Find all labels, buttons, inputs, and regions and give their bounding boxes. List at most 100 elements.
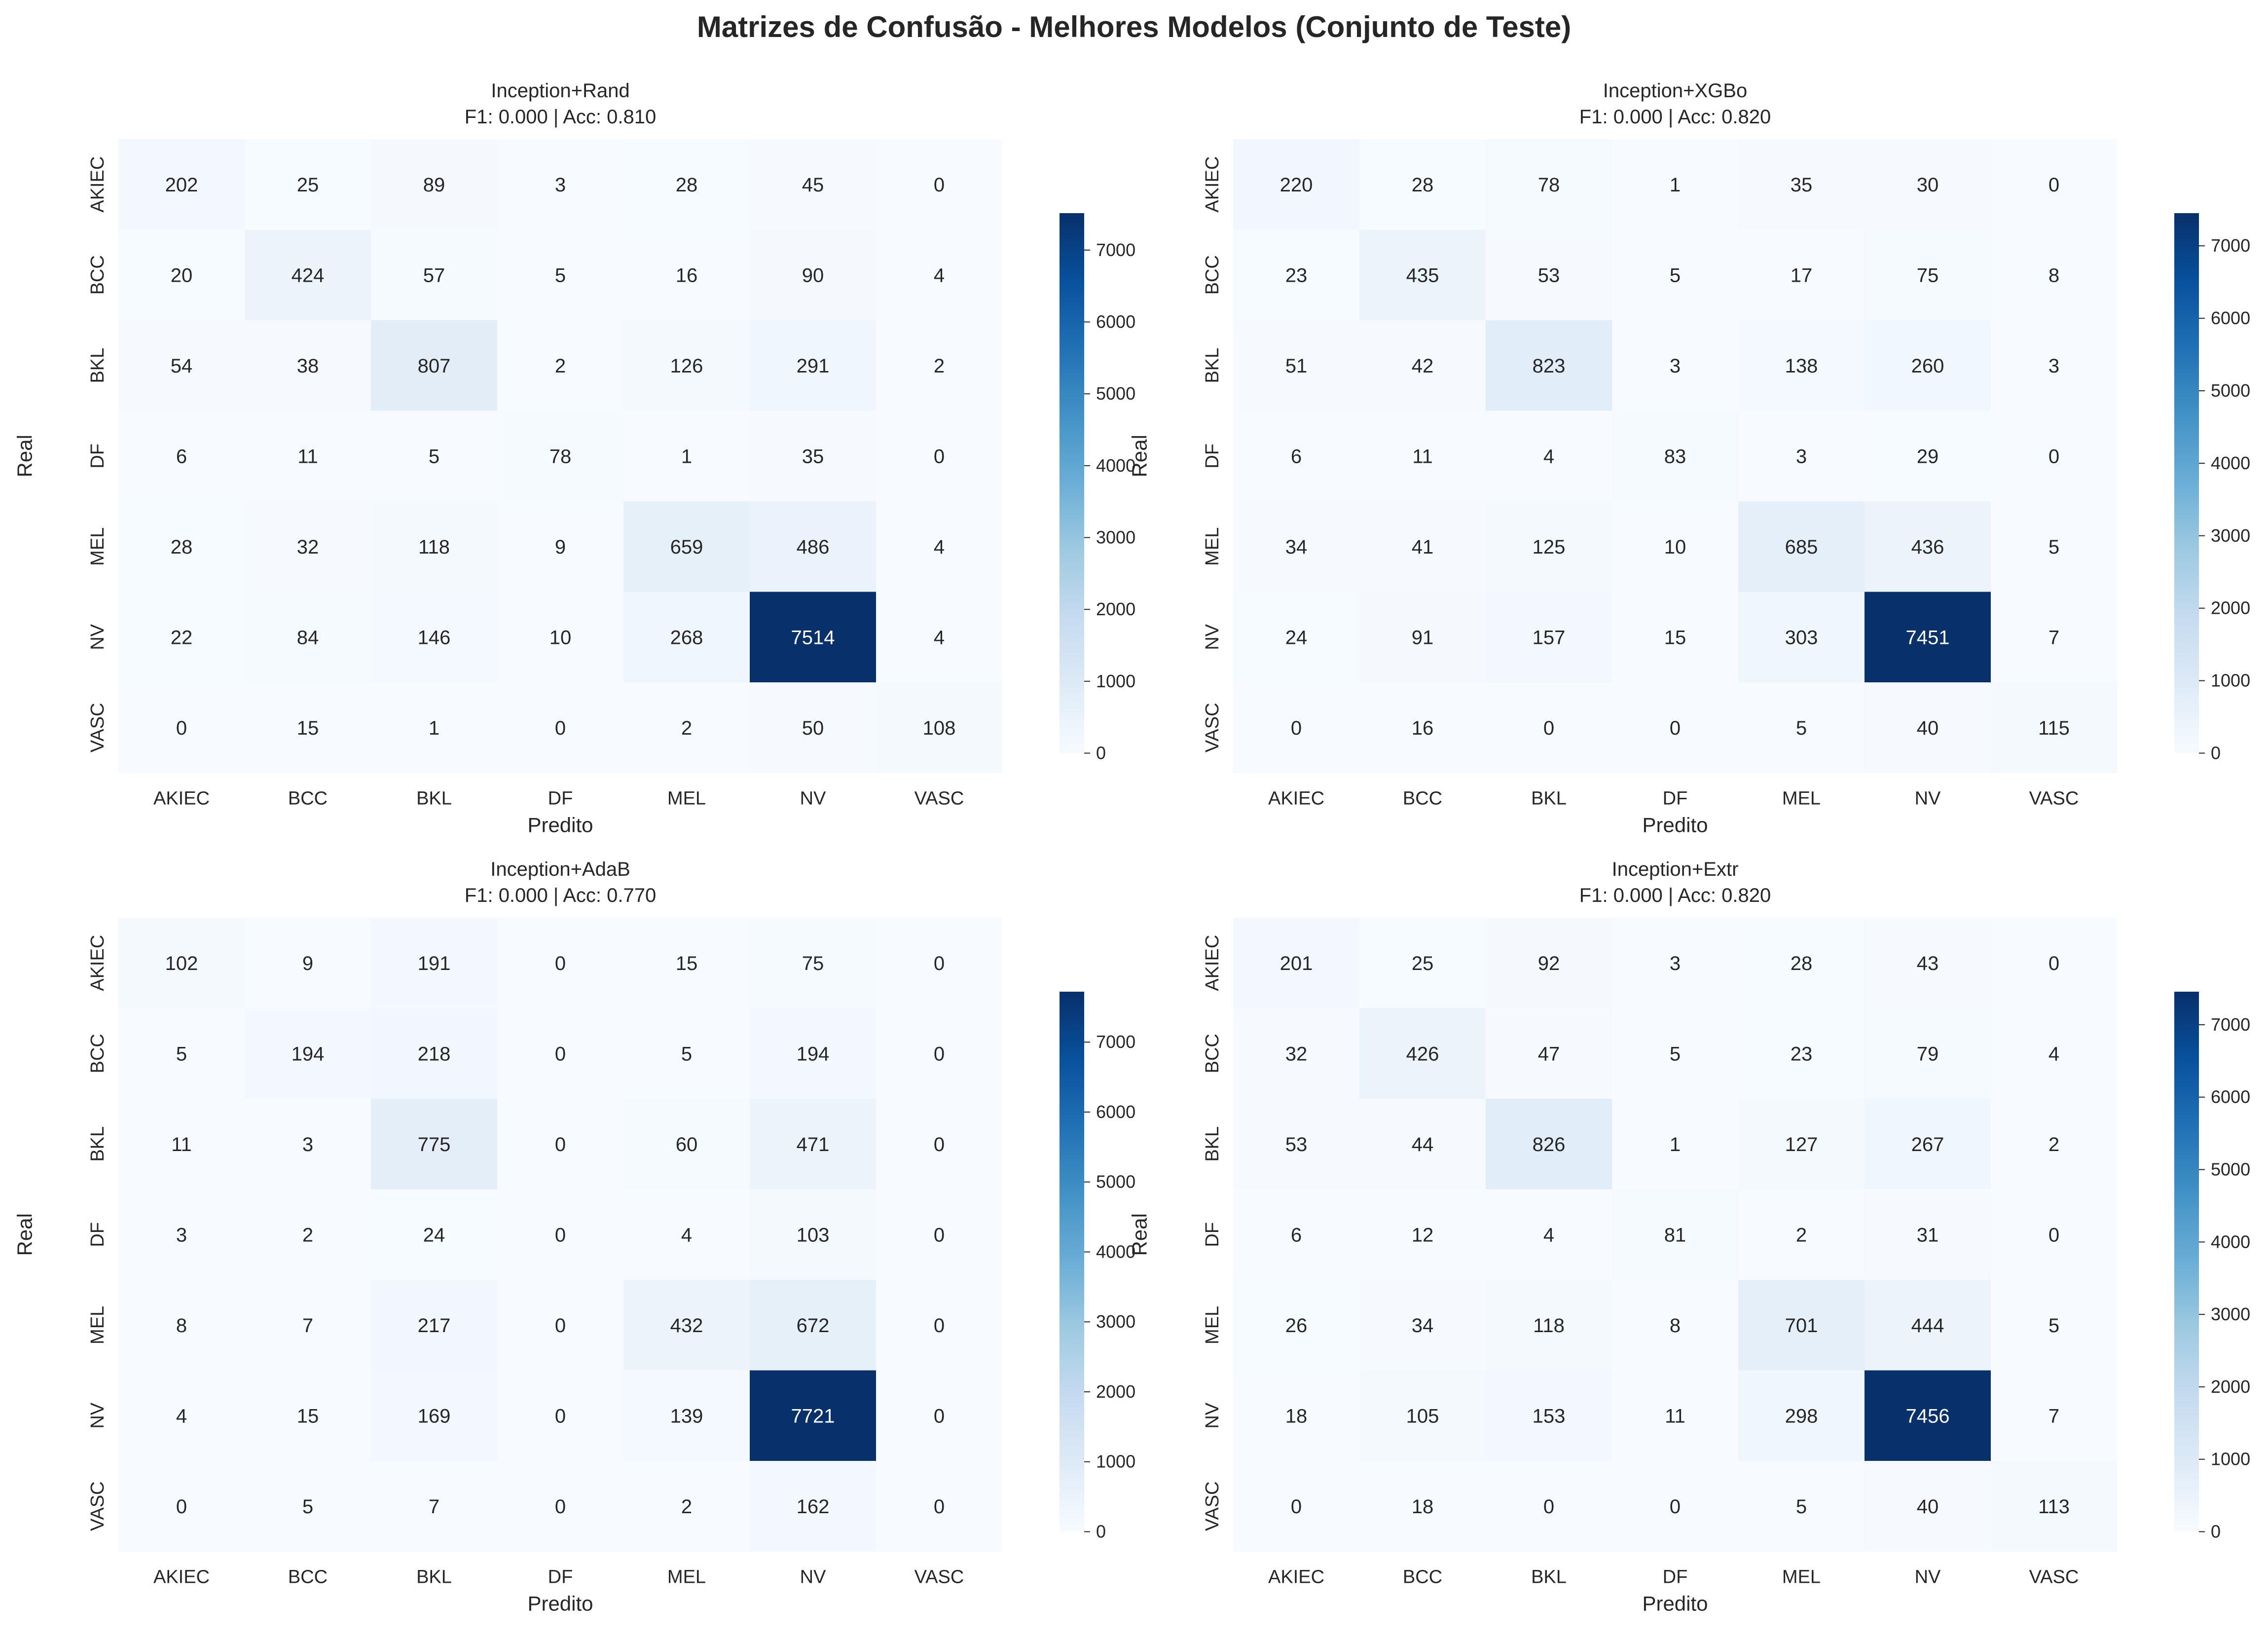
y-tick-label: NV — [1202, 1402, 1223, 1428]
cell-value-label: 11 — [1412, 446, 1433, 467]
heatmap-cell — [1991, 501, 2118, 592]
cell-value-label: 0 — [1543, 1496, 1554, 1518]
cell-value-label: 78 — [1538, 174, 1560, 196]
heatmap-cell — [1486, 501, 1612, 592]
cell-value-label: 7 — [429, 1496, 439, 1518]
cell-value-label: 0 — [934, 1043, 945, 1065]
x-tick-label: BKL — [416, 788, 452, 809]
y-axis-label: Real — [13, 435, 37, 477]
x-tick-label: DF — [548, 788, 573, 809]
heatmap-cell — [497, 410, 624, 502]
heatmap-panel: Inception+AdaB F1: 0.000 | Acc: 0.770 102 9… — [13, 858, 1136, 1615]
colorbar-tick-label: 6000 — [1096, 1102, 1135, 1122]
heatmap-cell — [497, 1280, 624, 1371]
cell-value-label: 2 — [681, 717, 692, 739]
heatmap-cell — [1991, 320, 2118, 411]
heatmap-cell — [1233, 682, 1360, 773]
cell-value-label: 113 — [2038, 1496, 2070, 1518]
heatmap-cell — [750, 1280, 877, 1371]
cell-value-label: 4 — [2049, 1043, 2059, 1065]
heatmap-cell — [245, 1370, 371, 1461]
heatmap-cell — [1359, 229, 1486, 321]
cell-value-label: 5 — [1670, 264, 1681, 286]
heatmap-cell — [750, 1461, 877, 1552]
heatmap-cell — [245, 1008, 371, 1099]
cell-value-label: 16 — [676, 264, 698, 286]
x-tick-label: BCC — [1403, 788, 1442, 809]
y-tick-label: NV — [87, 1402, 108, 1428]
cell-value-label: 32 — [297, 536, 319, 558]
heatmap-cell — [876, 592, 1003, 683]
heatmap-cell — [371, 918, 498, 1008]
heatmap-cell — [118, 501, 245, 592]
cell-value-label: 5 — [555, 264, 566, 286]
heatmap-cell — [623, 682, 750, 773]
colorbar-tick-label: 0 — [1096, 743, 1106, 763]
y-tick-label: MEL — [1202, 527, 1223, 566]
cell-value-label: 57 — [423, 264, 445, 286]
cell-value-label: 6 — [176, 446, 187, 467]
cell-value-label: 7721 — [791, 1405, 835, 1427]
y-tick-label: BKL — [87, 1126, 108, 1162]
cell-value-label: 138 — [1785, 355, 1818, 377]
heatmap-cell — [1738, 592, 1865, 683]
cell-value-label: 40 — [1917, 717, 1939, 739]
cell-value-label: 3 — [1670, 953, 1681, 974]
heatmap-cell — [750, 139, 877, 230]
cell-value-label: 0 — [934, 1496, 945, 1518]
heatmap-cell — [876, 682, 1003, 773]
cell-value-label: 9 — [302, 953, 313, 974]
y-tick-label: VASC — [87, 703, 108, 752]
cell-value-label: 6 — [1291, 1224, 1302, 1246]
cell-value-label: 3 — [176, 1224, 187, 1246]
cell-value-label: 34 — [1285, 536, 1308, 558]
cell-value-label: 0 — [555, 1134, 566, 1155]
heatmap-cell — [1233, 1461, 1360, 1552]
cell-value-label: 0 — [555, 1496, 566, 1518]
heatmap-cell — [371, 410, 498, 502]
heatmap-cell — [623, 1461, 750, 1552]
heatmap-cell — [1991, 1008, 2118, 1099]
heatmap-cell — [1612, 1370, 1739, 1461]
x-tick-label: AKIEC — [153, 1567, 210, 1588]
x-tick-label: DF — [1663, 788, 1688, 809]
y-tick-label: MEL — [1202, 1306, 1223, 1344]
cell-value-label: 5 — [2049, 1315, 2059, 1337]
heatmap-cell — [1865, 410, 1991, 502]
heatmap-panel: Inception+XGBo F1: 0.000 | Acc: 0.820 220 2… — [1128, 80, 2251, 837]
cell-value-label: 11 — [171, 1134, 192, 1155]
cell-value-label: 17 — [1791, 264, 1813, 286]
colorbar-tick-label: 2000 — [2211, 1377, 2250, 1397]
heatmap-cell — [1486, 592, 1612, 683]
heatmap-cell — [497, 1189, 624, 1280]
cell-value-label: 24 — [1285, 627, 1308, 648]
heatmap-cell — [750, 410, 877, 502]
heatmap-cell — [1865, 1189, 1991, 1280]
heatmap-cell — [1612, 320, 1739, 411]
colorbar-tick-label: 4000 — [1096, 455, 1135, 476]
cell-value-label: 75 — [1917, 264, 1939, 286]
heatmap-cell — [876, 1370, 1003, 1461]
cell-value-label: 0 — [934, 1405, 945, 1427]
cell-value-label: 169 — [418, 1405, 451, 1427]
cell-value-label: 267 — [1911, 1134, 1944, 1155]
heatmap-cell — [371, 1370, 498, 1461]
heatmap-cell — [1486, 1370, 1612, 1461]
panel-title: Inception+XGBo — [1603, 80, 1747, 102]
heatmap-cell — [118, 1099, 245, 1190]
heatmap-cell — [1486, 229, 1612, 321]
colorbar-tick-label: 6000 — [2211, 1087, 2250, 1107]
heatmap-cell — [118, 139, 245, 230]
heatmap-cell — [876, 1099, 1003, 1190]
heatmap-cell — [245, 229, 371, 321]
cell-value-label: 29 — [1917, 446, 1939, 467]
colorbar-tick-label: 1000 — [2211, 1449, 2250, 1469]
y-axis-label: Real — [1128, 1213, 1151, 1256]
heatmap-cell — [371, 139, 498, 230]
cell-value-label: 102 — [165, 953, 198, 974]
cell-value-label: 775 — [418, 1134, 451, 1155]
cell-value-label: 826 — [1533, 1134, 1566, 1155]
cell-value-label: 41 — [1412, 536, 1434, 558]
y-tick-label: VASC — [1202, 1481, 1223, 1531]
